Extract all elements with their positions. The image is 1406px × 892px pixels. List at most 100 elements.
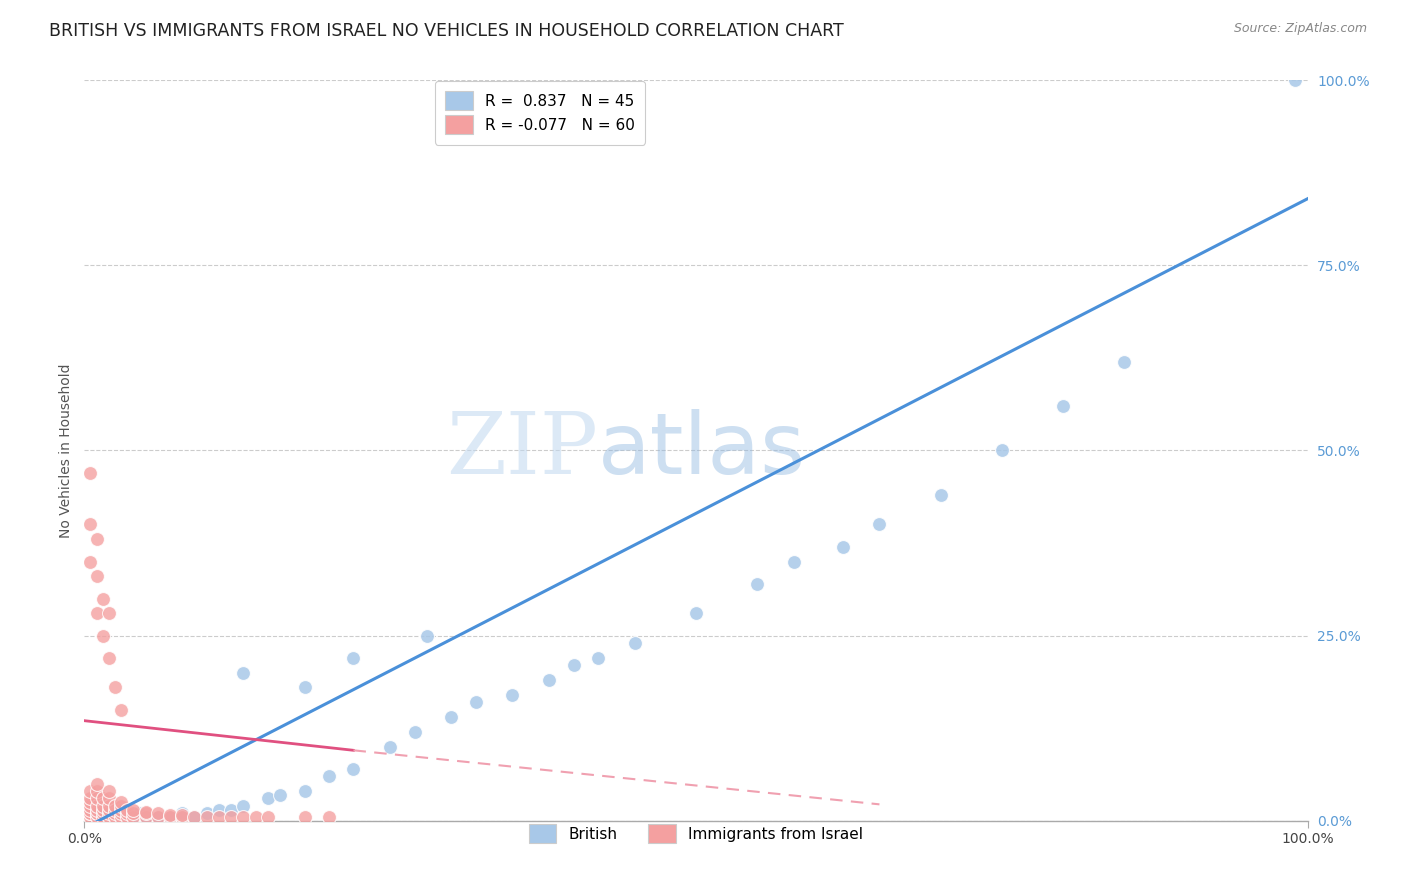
Point xyxy=(86,791,108,805)
Point xyxy=(86,569,108,583)
Point xyxy=(97,650,120,665)
Point xyxy=(91,803,114,817)
Point xyxy=(86,803,108,817)
Point xyxy=(104,810,127,824)
Point xyxy=(318,810,340,824)
Point xyxy=(110,795,132,809)
Point xyxy=(86,806,108,821)
Point xyxy=(624,636,647,650)
Point xyxy=(159,807,181,822)
Point xyxy=(122,806,145,821)
Point xyxy=(79,798,101,813)
Point xyxy=(416,628,439,642)
Point xyxy=(440,710,463,724)
Point xyxy=(294,810,316,824)
Point xyxy=(183,810,205,824)
Point xyxy=(135,805,157,819)
Point xyxy=(294,681,316,695)
Point xyxy=(79,466,101,480)
Point xyxy=(208,810,231,824)
Point xyxy=(86,776,108,791)
Point xyxy=(128,806,150,821)
Point xyxy=(79,791,101,805)
Point xyxy=(257,810,280,824)
Point xyxy=(97,607,120,621)
Point xyxy=(294,784,316,798)
Point xyxy=(586,650,609,665)
Point xyxy=(115,806,138,821)
Point xyxy=(172,806,194,821)
Point xyxy=(86,784,108,798)
Point xyxy=(86,533,108,547)
Point xyxy=(104,806,127,821)
Point xyxy=(79,806,101,821)
Point xyxy=(79,517,101,532)
Point xyxy=(219,803,242,817)
Point xyxy=(97,798,120,813)
Point xyxy=(183,810,205,824)
Point xyxy=(245,810,267,824)
Point xyxy=(1284,73,1306,87)
Point xyxy=(110,810,132,824)
Point xyxy=(685,607,707,621)
Point xyxy=(91,791,114,805)
Point xyxy=(97,803,120,817)
Point xyxy=(172,808,194,822)
Point xyxy=(342,650,364,665)
Point xyxy=(257,791,280,805)
Point xyxy=(122,810,145,824)
Point xyxy=(747,576,769,591)
Point xyxy=(232,810,254,824)
Point xyxy=(135,810,157,824)
Point xyxy=(1114,354,1136,368)
Point xyxy=(79,555,101,569)
Point xyxy=(79,784,101,798)
Point xyxy=(115,810,138,824)
Point xyxy=(208,803,231,817)
Point xyxy=(115,806,138,821)
Point xyxy=(110,798,132,813)
Point xyxy=(172,810,194,824)
Point xyxy=(159,810,181,824)
Point xyxy=(135,806,157,821)
Point xyxy=(86,806,108,821)
Point xyxy=(146,806,169,821)
Point xyxy=(86,810,108,824)
Point xyxy=(91,806,114,821)
Point xyxy=(195,810,218,824)
Point xyxy=(79,795,101,809)
Point xyxy=(91,810,114,824)
Point xyxy=(232,798,254,813)
Point xyxy=(110,803,132,817)
Point xyxy=(91,806,114,821)
Point xyxy=(195,806,218,821)
Point xyxy=(783,555,806,569)
Point xyxy=(86,810,108,824)
Point xyxy=(97,806,120,821)
Y-axis label: No Vehicles in Household: No Vehicles in Household xyxy=(59,363,73,538)
Point xyxy=(110,806,132,821)
Point xyxy=(115,803,138,817)
Text: BRITISH VS IMMIGRANTS FROM ISRAEL NO VEHICLES IN HOUSEHOLD CORRELATION CHART: BRITISH VS IMMIGRANTS FROM ISRAEL NO VEH… xyxy=(49,22,844,40)
Point xyxy=(110,810,132,824)
Point xyxy=(110,703,132,717)
Point xyxy=(831,540,853,554)
Point xyxy=(318,769,340,783)
Point xyxy=(91,798,114,813)
Point xyxy=(869,517,891,532)
Text: ZIP: ZIP xyxy=(446,409,598,492)
Point xyxy=(104,806,127,821)
Point xyxy=(342,762,364,776)
Point xyxy=(929,488,952,502)
Point xyxy=(79,806,101,821)
Point xyxy=(1052,399,1074,413)
Point xyxy=(269,788,291,802)
Point xyxy=(79,803,101,817)
Point xyxy=(232,665,254,680)
Point xyxy=(562,658,585,673)
Point xyxy=(219,810,242,824)
Point xyxy=(86,798,108,813)
Point xyxy=(86,607,108,621)
Point xyxy=(91,628,114,642)
Point xyxy=(538,673,561,687)
